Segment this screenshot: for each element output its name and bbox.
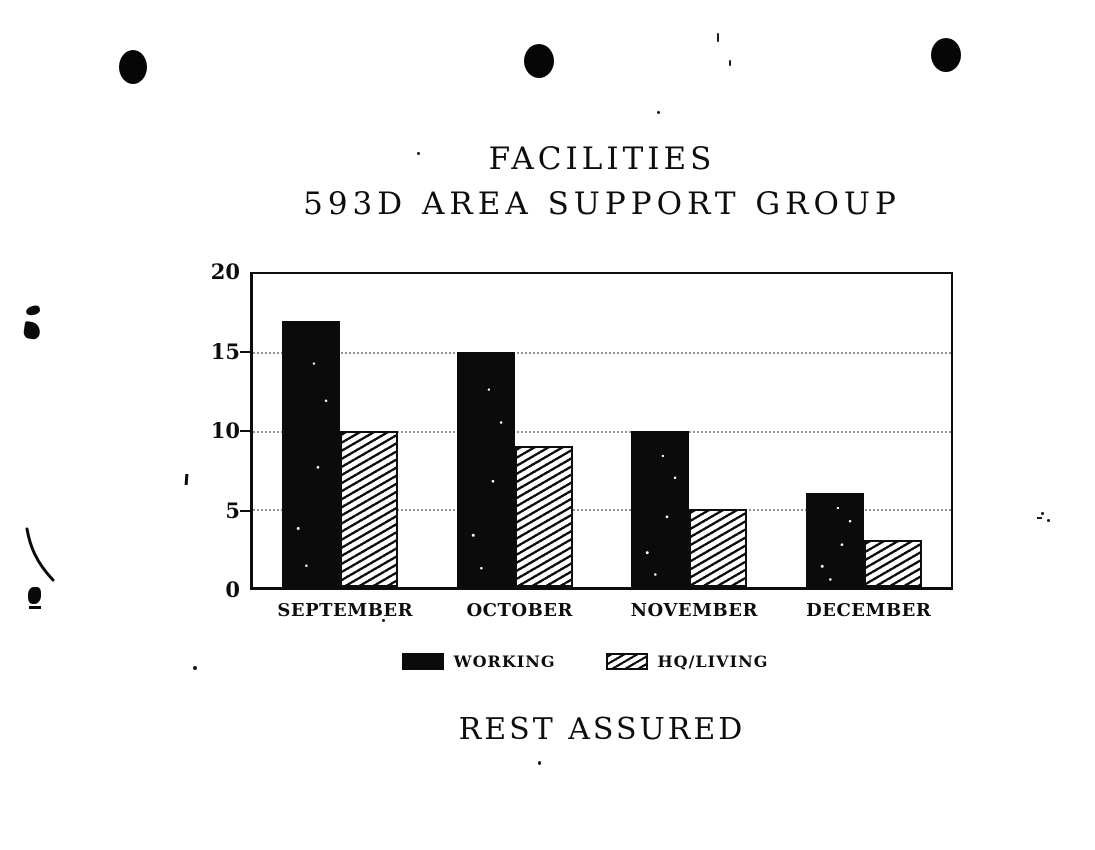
bar-working-september [282, 320, 341, 587]
gridline [253, 430, 951, 433]
hole-punch-dot [931, 38, 961, 72]
legend-swatch-hatch-icon [605, 653, 648, 670]
bar-hq-living-december [863, 540, 922, 587]
y-tick-label: 20 [210, 259, 240, 284]
scan-artifact [1037, 517, 1042, 519]
chart-subtitle: 593D AREA SUPPORT GROUP [303, 186, 901, 222]
chart-title-block: FACILITIES 593D AREA SUPPORT GROUP [252, 141, 952, 222]
legend-item-working: WORKING [401, 652, 556, 671]
y-tick [240, 350, 250, 353]
scan-artifact [717, 33, 719, 42]
legend-label-working: WORKING [453, 652, 556, 671]
caption: REST ASSURED [458, 712, 746, 747]
bar-working-october [456, 352, 515, 587]
legend-label-hq-living: HQ/LIVING [657, 652, 769, 671]
legend: WORKING HQ/LIVING [235, 652, 935, 671]
x-category-label: SEPTEMBER [277, 600, 414, 621]
y-tick-label: 5 [225, 497, 240, 523]
y-tick-label: 0 [225, 577, 240, 602]
scan-artifact [25, 527, 55, 582]
bar-working-november [631, 430, 690, 587]
x-category-label: OCTOBER [466, 600, 573, 621]
y-tick-label: 10 [210, 418, 240, 443]
gridline [253, 508, 951, 511]
plot-area [250, 272, 953, 590]
scan-artifact [538, 761, 541, 765]
hole-punch-dot [119, 50, 147, 84]
scan-artifact [184, 473, 189, 486]
y-tick [240, 430, 250, 432]
x-category-label: NOVEMBER [630, 600, 758, 621]
bar-hq-living-november [689, 508, 748, 587]
scan-artifact [729, 60, 731, 66]
scan-artifact [29, 606, 41, 609]
scan-artifact [193, 666, 197, 670]
gridline [253, 352, 951, 355]
scan-artifact [657, 111, 660, 114]
legend-swatch-solid-icon [401, 653, 444, 670]
y-tick [240, 509, 250, 512]
scan-artifact [1047, 519, 1050, 522]
bar-hq-living-october [514, 446, 573, 587]
scan-artifact [1041, 512, 1044, 515]
hole-punch-dot [524, 44, 554, 78]
bar-working-december [805, 493, 864, 587]
scan-artifact [28, 587, 41, 604]
scan-artifact [382, 619, 385, 622]
scan-artifact [417, 152, 420, 155]
bar-hq-living-september [340, 430, 399, 587]
legend-item-hq-living: HQ/LIVING [605, 652, 769, 671]
bar-chart: 0 5 10 15 20 SEPTEMBER OCTOBER NOVEMBER DECEMBER [211, 259, 953, 621]
x-category-label: DECEMBER [806, 600, 932, 621]
scan-artifact [22, 320, 42, 341]
y-tick-label: 15 [210, 338, 240, 364]
scan-artifact [25, 304, 41, 317]
chart-title: FACILITIES [488, 141, 716, 177]
